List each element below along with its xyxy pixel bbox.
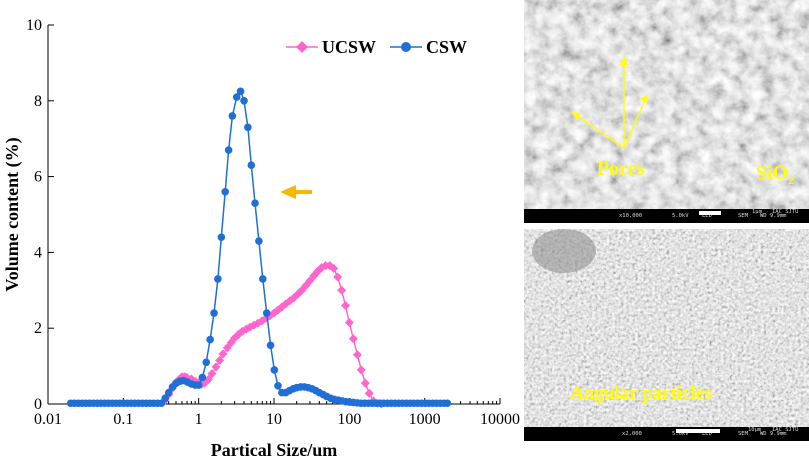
sio2-label-sub: 2: [788, 173, 795, 187]
data-point-csw: [244, 123, 252, 132]
data-point-csw: [236, 87, 245, 96]
data-point-csw: [202, 358, 211, 367]
data-point-ucsw: [211, 362, 221, 372]
legend-label-csw: CSW: [426, 37, 467, 57]
sio2-label: SiO2: [756, 162, 794, 188]
data-point-ucsw: [348, 334, 358, 344]
sem-scale-top: 1μm: [752, 209, 762, 215]
legend-marker-ucsw: [296, 41, 308, 53]
data-point-csw: [274, 382, 282, 390]
data-point-ucsw: [215, 355, 225, 365]
data-point-csw: [206, 335, 214, 344]
data-point-ucsw: [341, 300, 351, 310]
sem-scale-bottom: 10μm: [748, 427, 762, 433]
data-point-ucsw: [329, 263, 339, 273]
x-tick-label: 10: [266, 411, 282, 428]
x-tick-label: 1: [195, 411, 203, 428]
pore-arrows: [575, 60, 647, 149]
scale-bar-bottom: [676, 429, 720, 433]
sem-mag-bottom: x2,000: [622, 431, 642, 437]
y-tick-label: 0: [34, 396, 42, 413]
y-tick-label: 8: [34, 93, 42, 110]
x-tick-label: 0.1: [113, 411, 133, 428]
data-point-ucsw: [207, 369, 217, 379]
data-point-ucsw: [364, 388, 374, 398]
data-point-ucsw: [352, 350, 362, 360]
x-tick-label: 10000: [480, 411, 520, 428]
sem-mode-top: SEM: [738, 213, 748, 219]
data-point-csw: [270, 366, 279, 374]
data-point-ucsw: [222, 343, 232, 353]
sem-mag-top: x10,000: [619, 213, 643, 219]
sio2-label-main: SiO: [756, 162, 789, 184]
data-point-csw: [255, 237, 263, 245]
chart-marks: [66, 87, 452, 409]
sem-image-top: Pores SiO2 x10,000 5.0kV LED SEM 1μm IAC…: [524, 0, 809, 223]
data-point-csw: [251, 199, 259, 207]
data-point-ucsw: [218, 349, 228, 359]
data-point-csw: [224, 146, 233, 154]
data-point-ucsw: [333, 272, 343, 282]
data-point-ucsw: [360, 378, 370, 388]
data-point-csw: [443, 399, 452, 408]
sem-image-bottom: Angular particles x2,000 5.0kV LED SEM 1…: [524, 229, 809, 441]
sem-det-top: LED: [702, 213, 712, 219]
data-point-ucsw: [356, 365, 366, 375]
y-tick-label: 10: [26, 17, 42, 34]
sem-wd-bottom: WD 9.9mm: [760, 431, 787, 437]
sem-mode-bottom: SEM: [738, 431, 748, 437]
data-point-csw: [164, 388, 173, 397]
sem-texture-bottom: [524, 229, 809, 441]
scale-bar-top: [699, 211, 721, 215]
data-point-csw: [258, 275, 267, 283]
y-axis-title: Volume content (%): [2, 137, 23, 291]
y-tick-label: 2: [34, 320, 42, 337]
sem-lab-top: IAC_SJTU: [772, 209, 799, 215]
y-tick-label: 6: [34, 169, 42, 186]
sem-texture-top: [524, 0, 809, 223]
x-axis-title: Partical Size/um: [211, 440, 337, 460]
data-point-csw: [247, 161, 256, 170]
sem-kv-top: 5.0kV: [672, 213, 689, 219]
data-point-csw: [232, 93, 241, 101]
data-point-csw: [214, 275, 222, 283]
sem-lab-bottom: IAC_SJTU: [772, 427, 799, 433]
x-tick-label: 1000: [409, 411, 441, 428]
x-tick-label: 100: [337, 411, 361, 428]
series-line-csw: [70, 89, 448, 404]
series-csw: [66, 87, 452, 408]
sem-wd-top: WD 9.9mm: [760, 213, 787, 219]
data-point-csw: [221, 187, 229, 196]
y-tick-label: 4: [34, 244, 42, 261]
data-point-csw: [240, 97, 248, 105]
legend-marker-csw: [401, 42, 411, 52]
legend-label-ucsw: UCSW: [322, 37, 376, 57]
pores-label: Pores: [597, 158, 645, 180]
arrow-head: [280, 185, 296, 199]
chart-annotations: [280, 185, 312, 199]
chart-legend: UCSW CSW: [286, 37, 467, 57]
data-point-csw: [228, 112, 237, 120]
data-point-csw: [262, 309, 271, 317]
chart-axes: 0.01 0.1 1 10 100 1000 10000 0 2 4 6 8 10 Partical Si…: [2, 17, 520, 460]
particle-size-chart: 0.01 0.1 1 10 100 1000 10000 0 2 4 6 8 10 Partical Si…: [2, 17, 520, 460]
data-point-ucsw: [203, 374, 213, 384]
data-point-ucsw: [344, 318, 354, 328]
x-tick-label: 0.01: [34, 411, 62, 428]
sem-det-bottom: LED: [702, 431, 712, 437]
data-point-csw: [266, 341, 275, 350]
sem-info-bar-bottom: x2,000 5.0kV LED SEM 10μm IAC_SJTU WD 9.…: [524, 427, 809, 441]
angular-particles-label: Angular particles: [570, 383, 712, 404]
data-point-csw: [217, 233, 226, 242]
data-point-csw: [210, 309, 218, 317]
data-point-ucsw: [337, 285, 347, 295]
sem-kv-bottom: 5.0kV: [672, 431, 689, 437]
data-point-csw: [161, 394, 170, 403]
data-point-csw: [198, 373, 207, 382]
sem-info-bar-top: x10,000 5.0kV LED SEM 1μm IAC_SJTU WD 9.…: [524, 209, 809, 223]
data-point-csw: [194, 381, 203, 389]
